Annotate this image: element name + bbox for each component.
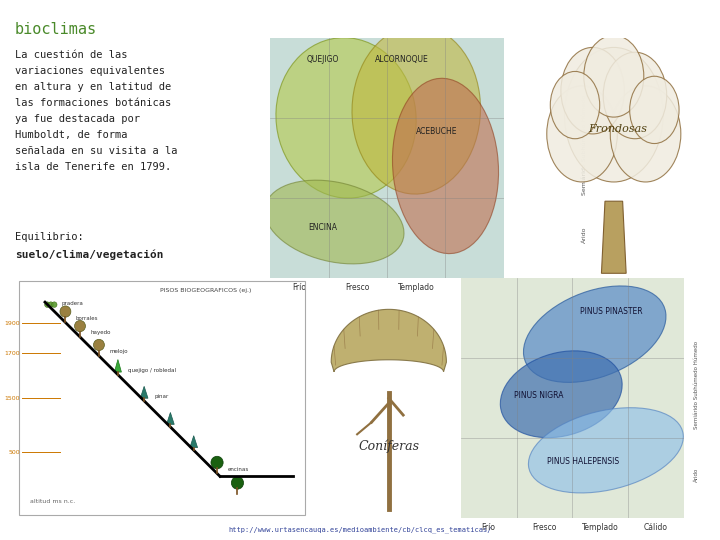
Text: variaciones equivalentes: variaciones equivalentes	[15, 66, 165, 76]
Text: suelo/clima/vegetación: suelo/clima/vegetación	[15, 250, 163, 260]
Text: ACEBUCHE: ACEBUCHE	[416, 127, 457, 136]
Circle shape	[60, 306, 71, 317]
Text: ALCORNOQUE: ALCORNOQUE	[374, 55, 428, 64]
Text: 1900: 1900	[4, 321, 20, 326]
Text: PINUS NIGRA: PINUS NIGRA	[514, 392, 564, 400]
Text: Semiárido Subhúmedo Húmedo: Semiárido Subhúmedo Húmedo	[582, 95, 587, 195]
Circle shape	[94, 339, 104, 350]
Polygon shape	[331, 309, 446, 372]
Text: pinar: pinar	[154, 394, 168, 400]
Text: hayedo: hayedo	[90, 330, 111, 335]
Circle shape	[630, 76, 679, 144]
Ellipse shape	[276, 38, 416, 198]
Polygon shape	[166, 413, 174, 424]
Text: Frondosas: Frondosas	[588, 124, 647, 134]
Text: Árido: Árido	[582, 227, 587, 243]
Circle shape	[75, 320, 86, 332]
Text: PINUS HALEPENSIS: PINUS HALEPENSIS	[547, 457, 620, 466]
Text: borrales: borrales	[76, 316, 98, 321]
Text: melojo: melojo	[109, 349, 127, 354]
Text: PISOS BIOGEOGRAFICOS (ej.): PISOS BIOGEOGRAFICOS (ej.)	[160, 288, 251, 293]
Circle shape	[564, 48, 663, 182]
Text: encinas: encinas	[228, 467, 248, 472]
Circle shape	[584, 36, 644, 117]
Text: las formaciones botánicas: las formaciones botánicas	[15, 98, 171, 108]
Text: http://www.urtasencauqa.es/medioambiente/cb/clcq_es_tematicas/: http://www.urtasencauqa.es/medioambiente…	[228, 526, 492, 533]
Ellipse shape	[500, 351, 622, 437]
Polygon shape	[190, 436, 197, 448]
Circle shape	[45, 302, 50, 307]
Text: bioclimas: bioclimas	[15, 22, 97, 37]
Ellipse shape	[392, 78, 498, 254]
Polygon shape	[140, 386, 148, 398]
Ellipse shape	[523, 286, 666, 382]
Ellipse shape	[528, 408, 683, 493]
Text: Humboldt, de forma: Humboldt, de forma	[15, 130, 127, 140]
Text: quejigo / robledal: quejigo / robledal	[128, 368, 176, 373]
Polygon shape	[601, 201, 626, 273]
Polygon shape	[114, 360, 122, 372]
Text: en altura y en latitud de: en altura y en latitud de	[15, 82, 171, 92]
Text: ya fue destacada por: ya fue destacada por	[15, 114, 140, 124]
Text: 1700: 1700	[4, 350, 20, 356]
Circle shape	[546, 86, 617, 182]
Circle shape	[211, 456, 223, 469]
Text: Árido: Árido	[694, 468, 699, 482]
Text: isla de Tenerife en 1799.: isla de Tenerife en 1799.	[15, 162, 171, 172]
Circle shape	[603, 52, 667, 139]
Circle shape	[231, 477, 243, 489]
Circle shape	[611, 86, 681, 182]
Text: 1500: 1500	[5, 396, 20, 401]
Text: 500: 500	[9, 450, 20, 455]
Text: QUEJIGO: QUEJIGO	[307, 55, 339, 64]
Circle shape	[561, 48, 624, 134]
Text: La cuestión de las: La cuestión de las	[15, 50, 127, 60]
Text: señalada en su visita a la: señalada en su visita a la	[15, 146, 178, 156]
Circle shape	[52, 302, 57, 307]
Ellipse shape	[265, 180, 404, 264]
Text: Coníferas: Coníferas	[359, 440, 419, 453]
Circle shape	[48, 302, 53, 307]
Text: ENCINA: ENCINA	[308, 223, 337, 232]
Ellipse shape	[352, 26, 480, 194]
Text: Equilibrio:: Equilibrio:	[15, 232, 84, 242]
Text: PINUS PINASTER: PINUS PINASTER	[580, 307, 643, 316]
Text: pradera: pradera	[61, 301, 83, 306]
Text: Semiárido Subhúmedo Húmedo: Semiárido Subhúmedo Húmedo	[694, 341, 699, 429]
Circle shape	[550, 71, 600, 139]
Text: altitud ms n.c.: altitud ms n.c.	[30, 500, 76, 504]
